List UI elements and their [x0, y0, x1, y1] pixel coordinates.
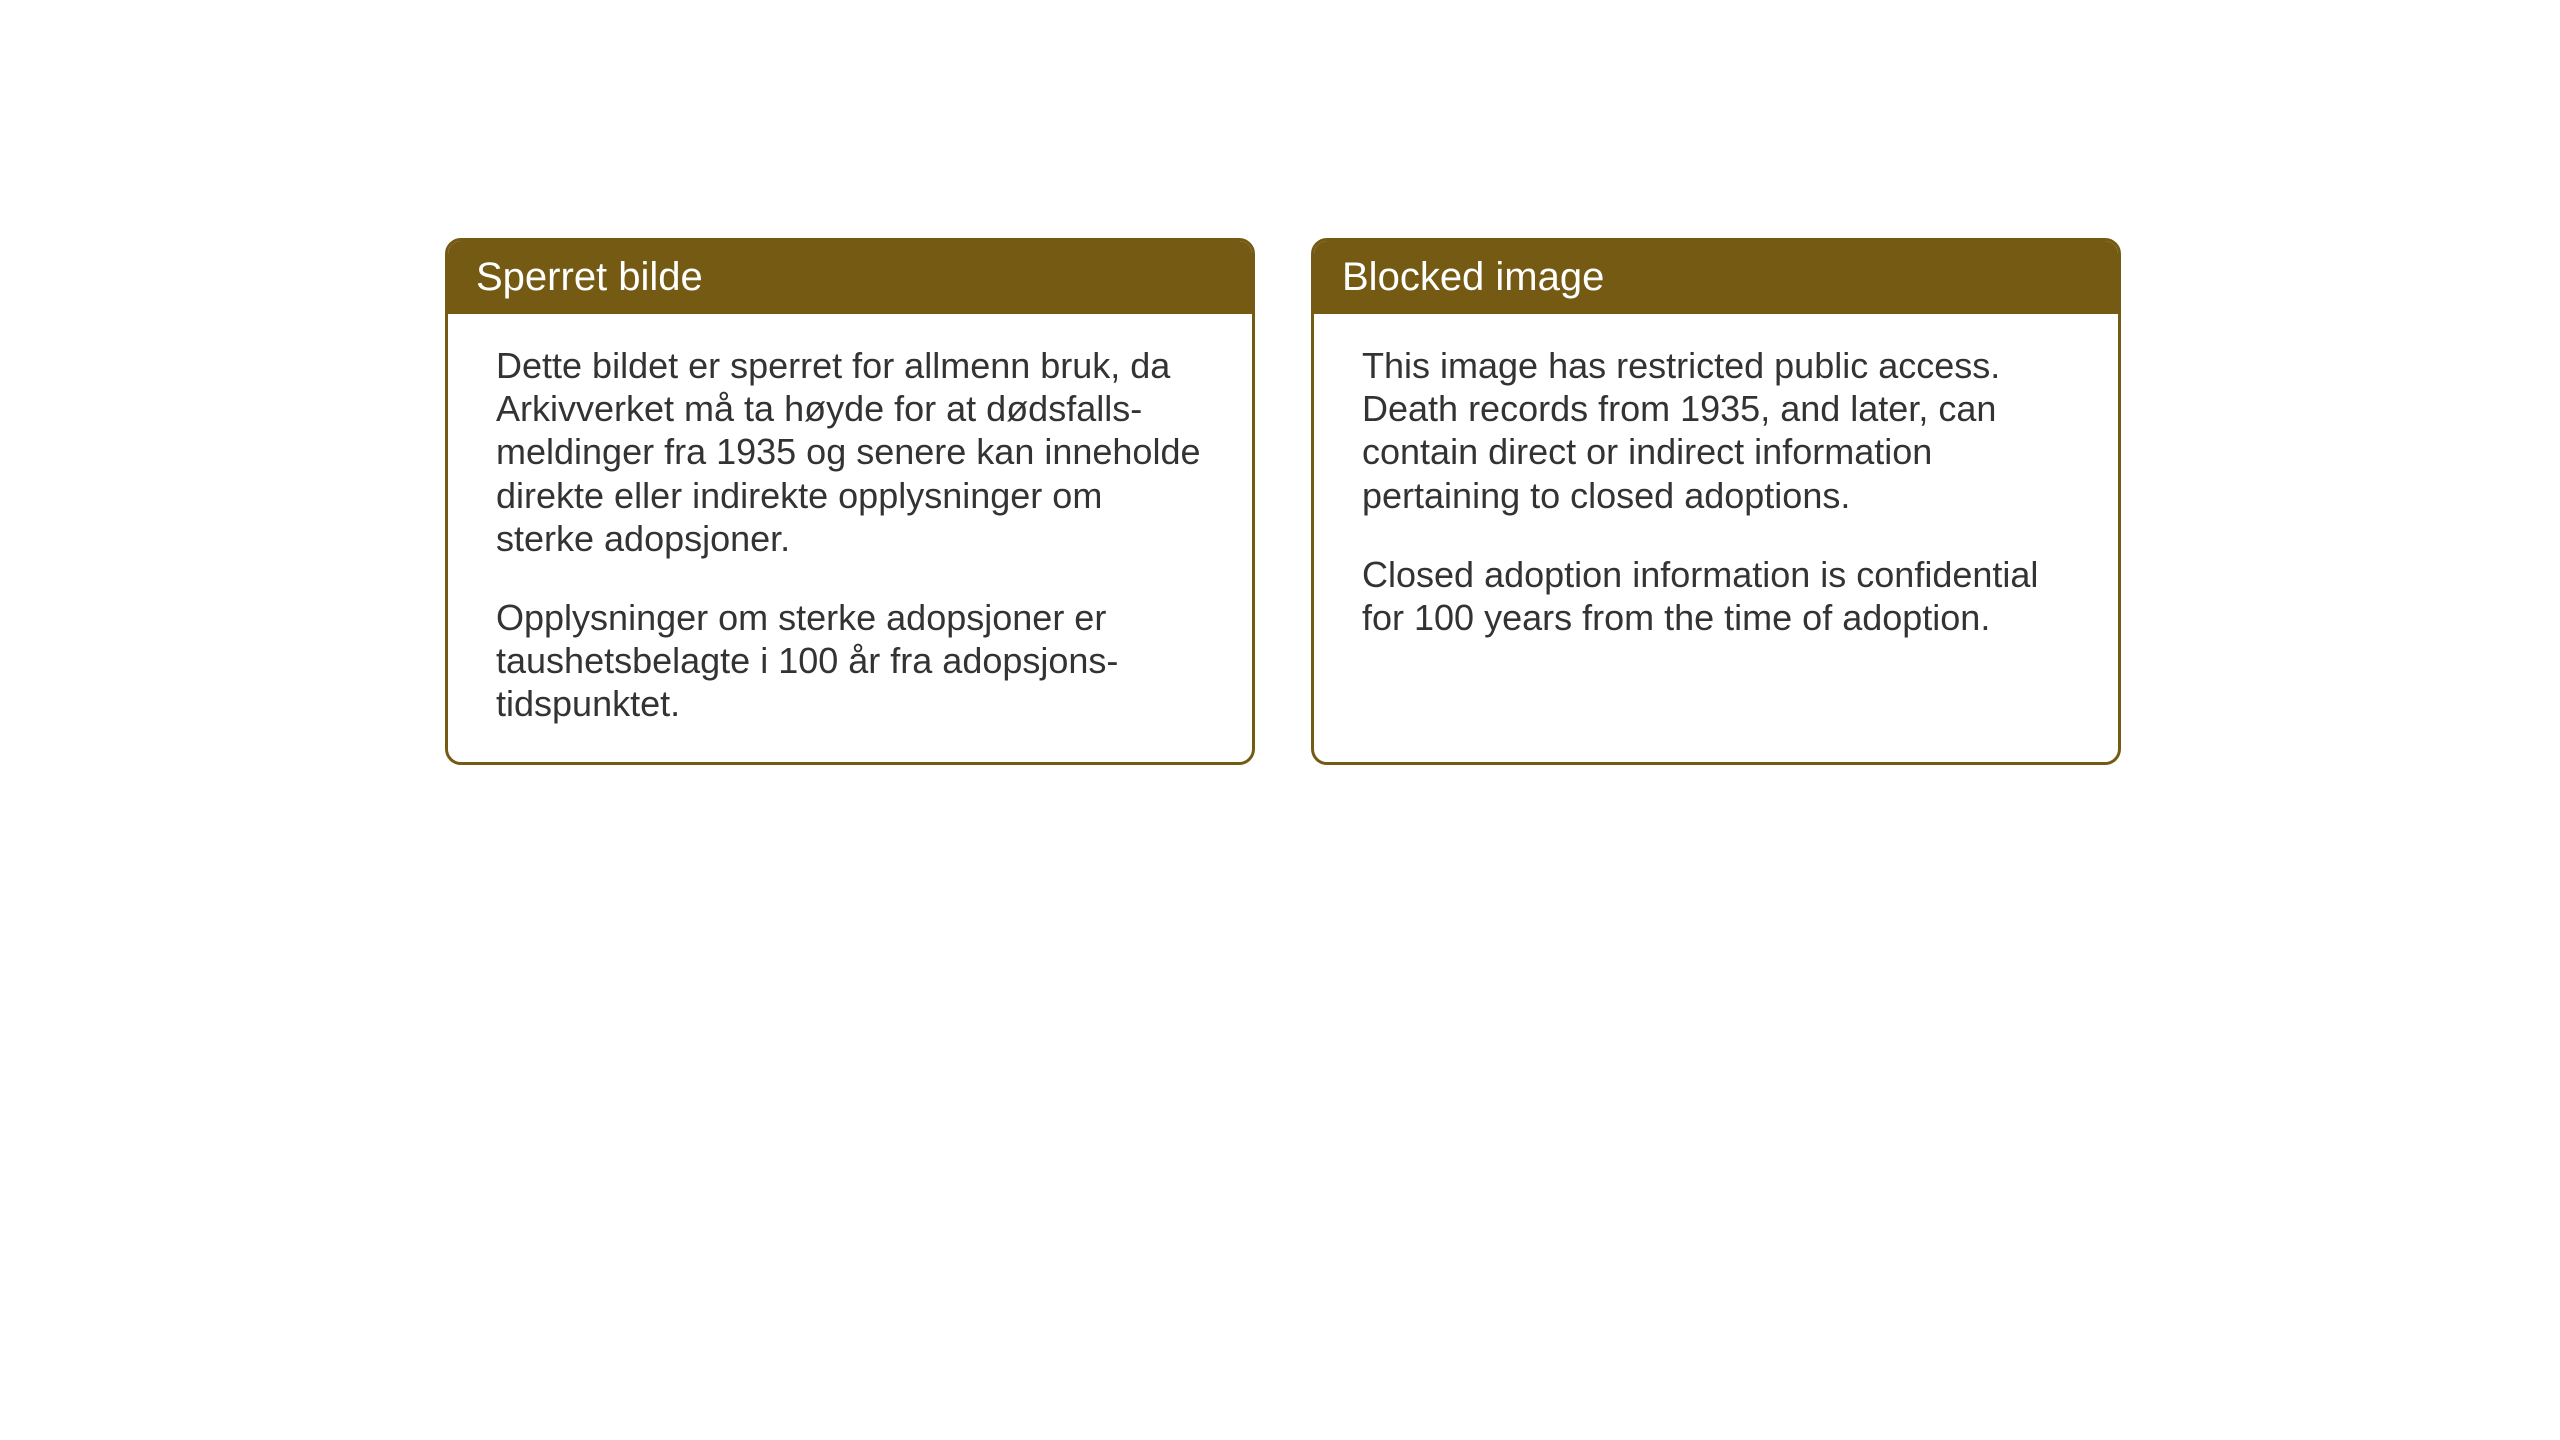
norwegian-card-header: Sperret bilde [448, 241, 1252, 314]
english-notice-card: Blocked image This image has restricted … [1311, 238, 2121, 765]
norwegian-notice-card: Sperret bilde Dette bildet er sperret fo… [445, 238, 1255, 765]
norwegian-card-body: Dette bildet er sperret for allmenn bruk… [448, 314, 1252, 762]
english-card-body: This image has restricted public access.… [1314, 314, 2118, 754]
norwegian-card-title: Sperret bilde [476, 255, 703, 299]
norwegian-paragraph-1: Dette bildet er sperret for allmenn bruk… [496, 344, 1204, 560]
english-paragraph-1: This image has restricted public access.… [1362, 344, 2070, 517]
english-card-title: Blocked image [1342, 255, 1604, 299]
norwegian-paragraph-2: Opplysninger om sterke adopsjoner er tau… [496, 596, 1204, 726]
english-card-header: Blocked image [1314, 241, 2118, 314]
notice-cards-container: Sperret bilde Dette bildet er sperret fo… [445, 238, 2121, 765]
english-paragraph-2: Closed adoption information is confident… [1362, 553, 2070, 639]
